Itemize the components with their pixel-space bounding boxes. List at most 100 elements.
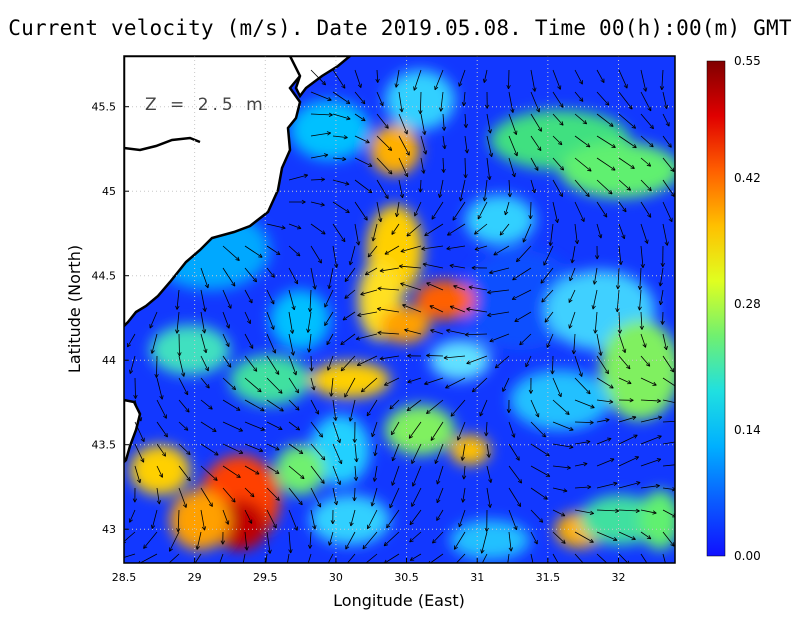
velocity-arrow: [310, 443, 326, 461]
velocity-arrow: [522, 223, 532, 243]
velocity-arrow: [352, 421, 357, 443]
velocity-arrow: [430, 421, 444, 441]
velocity-arrow: [596, 481, 618, 489]
velocity-arrow: [431, 201, 444, 220]
velocity-arrow: [455, 553, 466, 563]
velocity-arrow: [574, 439, 591, 445]
velocity-arrow: [365, 553, 378, 563]
velocity-arrow: [288, 377, 299, 394]
velocity-arrow: [244, 311, 251, 325]
velocity-arrow: [574, 201, 585, 222]
velocity-arrow: [618, 91, 633, 110]
velocity-arrow: [662, 91, 669, 109]
velocity-arrow: [456, 421, 466, 441]
velocity-arrow: [222, 289, 232, 309]
velocity-arrow: [310, 509, 317, 530]
velocity-arrow: [530, 421, 547, 438]
velocity-arrow: [244, 487, 255, 498]
velocity-arrow: [508, 509, 518, 531]
velocity-arrow: [411, 443, 422, 464]
velocity-arrow: [222, 465, 241, 478]
x-tick-label: 32: [611, 571, 625, 584]
velocity-arrow: [244, 443, 264, 453]
velocity-arrow: [310, 245, 322, 264]
velocity-arrow: [362, 531, 378, 550]
velocity-arrow: [266, 531, 272, 554]
velocity-arrow: [486, 113, 492, 134]
velocity-arrow: [310, 153, 329, 159]
velocity-arrow: [640, 91, 652, 112]
velocity-arrow: [354, 157, 373, 167]
velocity-arrow: [618, 398, 634, 403]
velocity-arrow: [244, 421, 265, 431]
velocity-arrow: [168, 531, 180, 552]
velocity-arrow: [658, 267, 664, 287]
speed-patch: [230, 355, 310, 405]
velocity-arrow: [408, 421, 422, 439]
velocity-arrow: [548, 223, 554, 247]
velocity-arrow: [266, 399, 284, 412]
velocity-arrow: [662, 333, 668, 351]
velocity-arrow: [324, 289, 334, 308]
velocity-arrow: [266, 421, 283, 431]
velocity-arrow: [307, 531, 313, 549]
velocity-arrow: [384, 245, 400, 255]
velocity-arrow: [528, 377, 534, 394]
velocity-arrow: [342, 311, 356, 321]
velocity-arrow: [407, 377, 422, 384]
velocity-arrow: [482, 179, 488, 202]
land-nw-coast: [288, 56, 352, 99]
velocity-arrow: [546, 333, 554, 348]
velocity-arrow: [426, 353, 444, 358]
velocity-arrow: [398, 157, 409, 178]
velocity-arrow: [383, 377, 400, 386]
velocity-arrow: [242, 553, 246, 563]
x-tick-label: 30: [329, 571, 343, 584]
velocity-arrow: [344, 377, 356, 398]
velocity-arrow: [506, 399, 512, 413]
velocity-arrow: [266, 223, 286, 230]
velocity-arrow: [543, 245, 554, 266]
velocity-arrow: [596, 508, 620, 513]
velocity-arrow: [662, 201, 673, 223]
velocity-arrow: [409, 553, 422, 561]
velocity-arrow: [550, 355, 555, 375]
velocity-arrow: [640, 509, 657, 515]
velocity-arrow: [530, 443, 550, 457]
velocity-arrow: [288, 465, 305, 480]
y-tick-label: 44.5: [92, 270, 117, 283]
velocity-arrow: [552, 157, 565, 171]
velocity-arrow: [394, 201, 400, 218]
velocity-arrow: [326, 355, 334, 371]
velocity-arrow: [178, 399, 190, 413]
velocity-arrow: [552, 69, 562, 90]
velocity-arrow: [552, 377, 562, 398]
velocity-arrow: [168, 553, 180, 563]
velocity-arrow: [508, 421, 516, 438]
velocity-arrow: [596, 531, 618, 542]
velocity-arrow: [596, 179, 613, 195]
velocity-arrow: [327, 267, 334, 290]
velocity-arrow: [355, 333, 378, 341]
velocity-arrow: [479, 399, 488, 417]
velocity-arrow: [379, 267, 400, 273]
velocity-arrow: [552, 465, 571, 470]
velocity-arrow: [288, 199, 306, 205]
y-tick-label: 44: [102, 354, 116, 367]
velocity-arrow: [436, 509, 444, 521]
speed-patch: [510, 370, 610, 430]
velocity-arrow: [200, 509, 207, 531]
velocity-arrow: [574, 157, 592, 172]
velocity-arrow: [530, 69, 537, 92]
velocity-arrow: [618, 531, 636, 541]
velocity-arrow: [354, 201, 368, 221]
velocity-arrow: [222, 311, 230, 329]
velocity-arrow: [637, 267, 643, 290]
velocity-arrow: [453, 284, 466, 291]
velocity-arrow: [200, 465, 218, 481]
velocity-arrow: [596, 418, 610, 423]
velocity-arrow: [265, 553, 268, 563]
velocity-arrow: [329, 377, 334, 397]
velocity-arrow: [420, 113, 427, 135]
velocity-arrow: [574, 553, 584, 563]
